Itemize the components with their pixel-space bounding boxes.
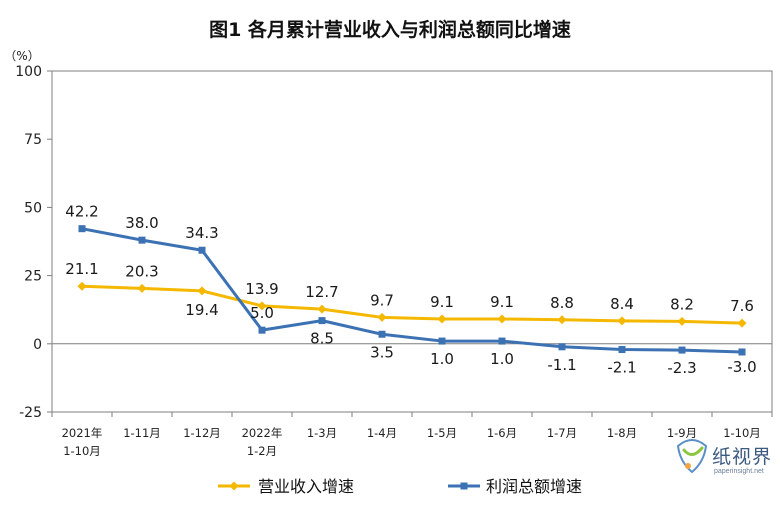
series-point-1 <box>557 315 567 325</box>
data-label-1: 9.1 <box>430 293 454 311</box>
series-point-1 <box>257 301 267 311</box>
x-tick-label: 1-10月 <box>63 444 101 458</box>
data-label-2: 38.0 <box>125 214 158 232</box>
data-label-2: 3.5 <box>370 343 394 361</box>
y-tick-label: 100 <box>15 64 42 80</box>
series-point-2 <box>498 337 506 345</box>
x-tick-label: 1-2月 <box>247 444 277 458</box>
data-label-1: 8.2 <box>670 295 694 313</box>
data-label-2: 1.0 <box>430 350 454 368</box>
series-point-1 <box>197 286 207 296</box>
paperinsight-logo-icon <box>676 439 708 474</box>
series-point-1 <box>617 316 627 326</box>
data-label-1: 8.4 <box>610 295 634 313</box>
data-label-1: 13.9 <box>245 280 278 298</box>
data-label-1: 8.8 <box>550 294 574 312</box>
data-label-2: 8.5 <box>310 330 334 348</box>
x-tick-label: 1-5月 <box>427 426 457 440</box>
legend-label-2: 利润总额增速 <box>486 477 582 496</box>
data-label-1: 19.4 <box>185 301 218 319</box>
y-axis-unit-label: （%） <box>4 49 39 63</box>
series-point-1 <box>737 318 747 328</box>
x-tick-label: 1-4月 <box>367 426 397 440</box>
y-tick-label: 0 <box>33 337 42 353</box>
x-tick-label: 1-8月 <box>607 426 637 440</box>
y-tick-label: 50 <box>24 200 42 216</box>
data-label-2: 42.2 <box>65 203 98 221</box>
series-point-1 <box>677 316 687 326</box>
data-label-2: -2.1 <box>607 359 636 377</box>
legend-label-1: 营业收入增速 <box>258 477 354 496</box>
series-point-2 <box>438 337 446 345</box>
series-point-2 <box>78 225 86 233</box>
watermark-subtitle: paperinsight.net <box>714 468 764 475</box>
y-tick-label: 75 <box>24 132 42 148</box>
plot-frame <box>51 70 773 413</box>
x-tick-label: 1-12月 <box>183 426 221 440</box>
data-label-1: 21.1 <box>65 260 98 278</box>
x-tick-label: 1-10月 <box>723 426 761 440</box>
series-point-2 <box>258 326 266 334</box>
series-point-2 <box>738 348 746 356</box>
data-label-2: 1.0 <box>490 350 514 368</box>
data-label-2: -1.1 <box>547 356 576 374</box>
series-point-2 <box>618 346 626 354</box>
series-point-1 <box>497 314 507 324</box>
series-line-1 <box>81 284 743 325</box>
x-tick-label: 1-11月 <box>123 426 161 440</box>
series-point-1 <box>437 314 447 324</box>
data-label-2: 5.0 <box>250 304 274 322</box>
watermark-title: 纸视界 <box>712 446 773 468</box>
watermark: 纸视界 paperinsight.net <box>674 436 774 496</box>
series-point-2 <box>318 317 326 325</box>
y-tick-label: -25 <box>19 405 42 421</box>
data-label-1: 20.3 <box>125 262 158 280</box>
data-label-1: 7.6 <box>730 297 754 315</box>
x-tick-label: 2021年 <box>62 426 103 440</box>
x-tick-label: 1-6月 <box>487 426 517 440</box>
series-point-1 <box>137 283 147 293</box>
legend-marker-2 <box>460 482 468 490</box>
data-label-1: 9.7 <box>370 291 394 309</box>
x-tick-label: 1-3月 <box>307 426 337 440</box>
series-point-2 <box>138 236 146 244</box>
data-label-2: 34.3 <box>185 224 218 242</box>
data-label-1: 12.7 <box>305 283 338 301</box>
series-point-1 <box>377 312 387 322</box>
data-label-1: 9.1 <box>490 293 514 311</box>
series-point-2 <box>558 343 566 351</box>
series-point-2 <box>378 330 386 338</box>
series-point-2 <box>198 246 206 254</box>
series-point-2 <box>678 346 686 354</box>
series-point-1 <box>317 304 327 314</box>
data-label-2: -2.3 <box>667 359 696 377</box>
legend-marker-1 <box>229 481 239 491</box>
x-tick-label: 1-7月 <box>547 426 577 440</box>
x-tick-label: 1-9月 <box>667 426 697 440</box>
data-label-2: -3.0 <box>727 358 756 376</box>
series-line-2 <box>81 227 743 354</box>
series-point-1 <box>77 281 87 291</box>
chart-title: 图1 各月累计营业收入与利润总额同比增速 <box>209 18 571 41</box>
x-tick-label: 2022年 <box>242 426 283 440</box>
y-tick-label: 25 <box>24 269 42 285</box>
